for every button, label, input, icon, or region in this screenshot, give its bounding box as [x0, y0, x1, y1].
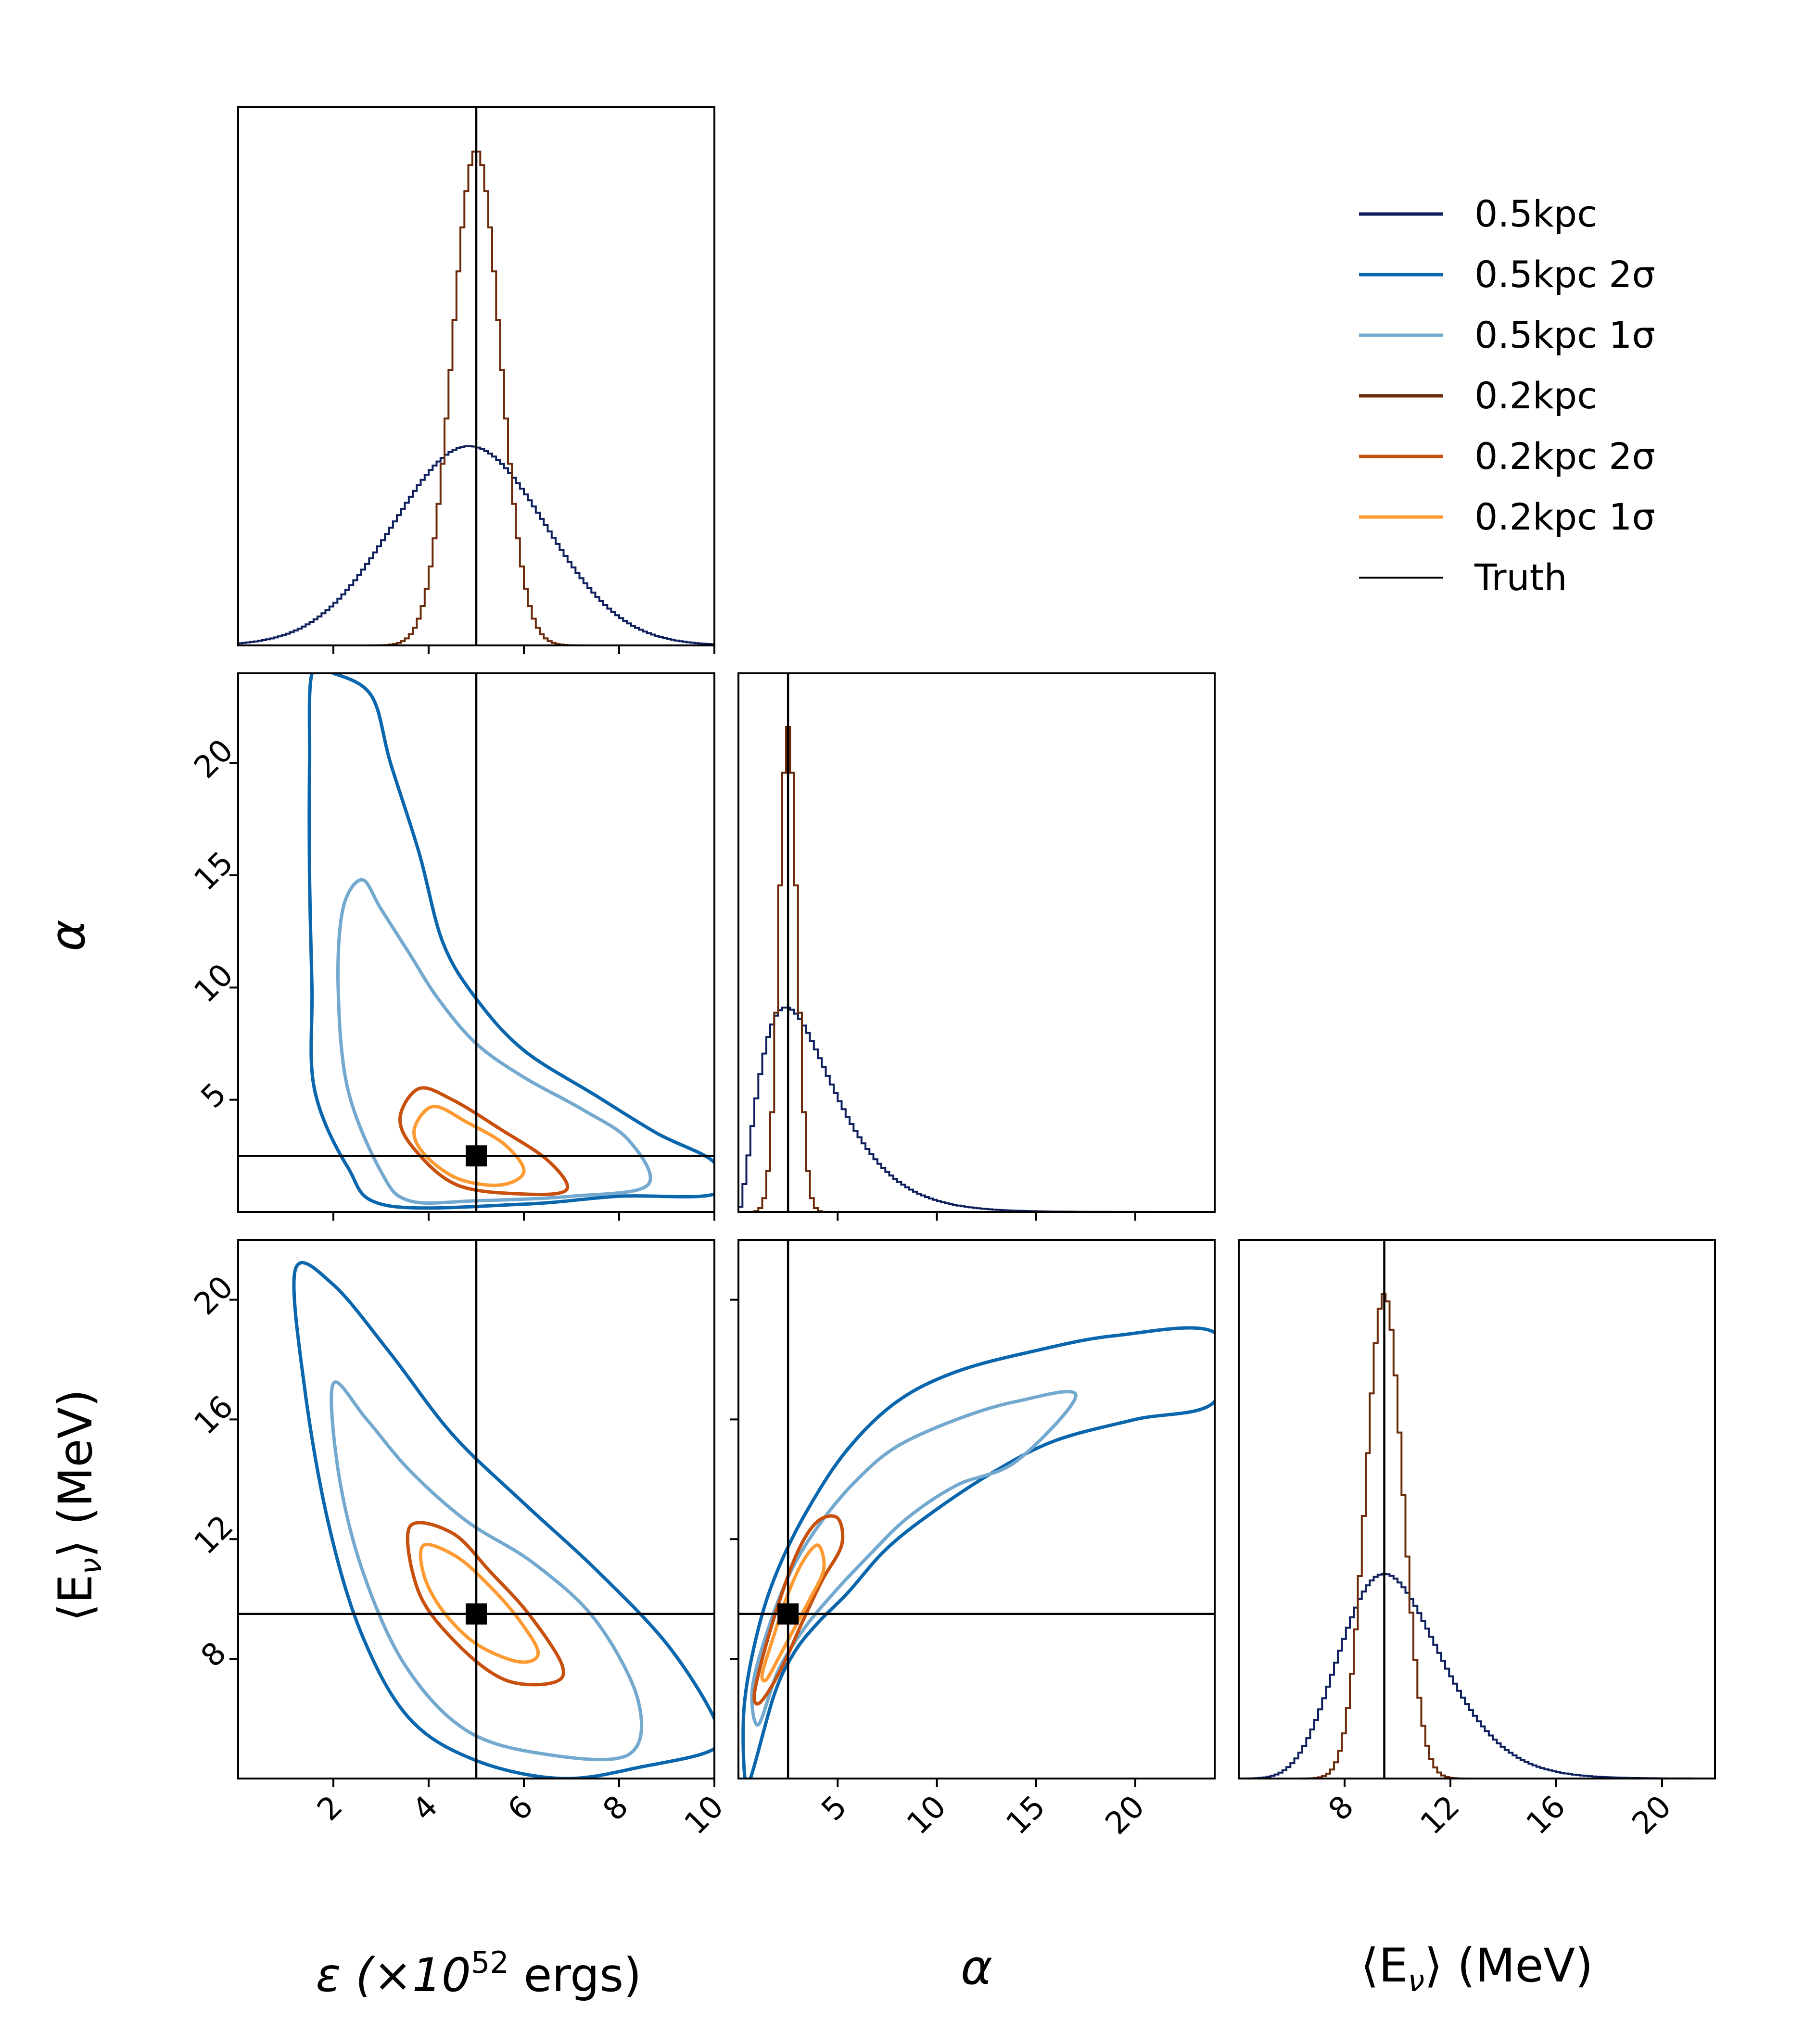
legend-label: 0.5kpc 2σ	[1474, 253, 1655, 296]
contour-alpha_energy-05kpc1	[750, 1390, 1078, 1727]
panel-hist-alpha	[737, 672, 1216, 1221]
contour-epsilon_energy-05kpc2	[292, 1261, 714, 1779]
legend-label: 0.2kpc	[1474, 374, 1597, 417]
legend-label: 0.5kpc 1σ	[1474, 314, 1655, 356]
contour-epsilon_alpha-02kpc2	[398, 1086, 570, 1197]
y-tick-label-alpha: 10	[188, 957, 241, 1010]
contour-epsilon_alpha-05kpc1	[336, 878, 652, 1205]
panel-epsilon_alpha-frame	[237, 672, 715, 1213]
panel-hist-energy-frame	[1238, 1239, 1716, 1779]
y-tick-label-energy: 12	[188, 1509, 241, 1562]
x-tick-label-energy: 20	[1626, 1789, 1678, 1842]
x-label-epsilon-main: ε (×10	[316, 1948, 470, 2002]
panel-alpha_energy-frame	[737, 1239, 1216, 1779]
x-label-energy-sub: ν	[1408, 1963, 1425, 1998]
panel-epsilon_energy: 2 4 6 8 10 8 12 16 20	[188, 1239, 731, 1842]
hist-area-alpha	[738, 673, 1215, 1212]
contour-epsilon_alpha-02kpc1	[412, 1105, 526, 1187]
hist-energy-05kpc	[1239, 1573, 1715, 1779]
y-label-energy-main: ⟨E	[49, 1574, 102, 1621]
contour-alpha_energy-05kpc2	[741, 1326, 1215, 1779]
legend-item: 0.2kpc	[1359, 374, 1597, 417]
truth-marker	[777, 1603, 799, 1625]
x-tick-label-alpha: 15	[1000, 1789, 1053, 1842]
x-label-epsilon-sup: 52	[471, 1945, 509, 1980]
truth-marker	[466, 1603, 487, 1625]
x-tick-label-alpha: 10	[900, 1789, 953, 1842]
x-label-alpha: α	[961, 1939, 992, 1995]
y-label-energy-tail: ⟩ (MeV)	[49, 1389, 102, 1557]
contour-alpha_energy-02kpc2	[752, 1514, 845, 1706]
y-tick-label-alpha: 15	[188, 845, 241, 898]
x-tick-label-alpha: 20	[1099, 1789, 1152, 1842]
hist-area-energy	[1239, 1240, 1715, 1779]
panel-hist-alpha-frame	[737, 672, 1216, 1213]
legend-item: 0.5kpc	[1359, 192, 1597, 235]
legend-item: 0.2kpc 1σ	[1359, 495, 1655, 538]
truth-marker	[466, 1145, 487, 1167]
x-tick-label-alpha: 5	[815, 1789, 854, 1828]
y-label-energy: ⟨Eν⟩ (MeV)	[49, 1389, 108, 1621]
y-tick-label-alpha: 5	[194, 1076, 233, 1115]
contour-epsilon_alpha-05kpc2	[307, 673, 714, 1210]
y-tick-label-energy: 8	[194, 1635, 233, 1674]
y-label-energy-sub: ν	[73, 1558, 108, 1575]
contour-area-epsilon_energy	[238, 1240, 714, 1779]
panel-hist-epsilon	[237, 106, 715, 654]
x-tick-label-epsilon: 2	[311, 1789, 350, 1828]
y-tick-label-energy: 20	[188, 1269, 241, 1322]
hist-alpha-02kpc	[738, 726, 1215, 1212]
legend-label: 0.5kpc	[1474, 192, 1597, 235]
x-tick-label-epsilon: 10	[678, 1789, 731, 1842]
legend-item: 0.5kpc 1σ	[1359, 314, 1655, 356]
contour-area-epsilon_alpha	[238, 673, 714, 1212]
x-tick-label-epsilon: 6	[501, 1789, 540, 1828]
x-label-energy-main: ⟨E	[1360, 1939, 1408, 1993]
y-tick-label-alpha: 20	[188, 732, 241, 785]
hist-energy-02kpc	[1239, 1293, 1715, 1779]
legend: 0.5kpc 0.5kpc 2σ 0.5kpc 1σ 0.2kpc 0.2kpc 2σ 0…	[1359, 192, 1655, 599]
y-tick-label-energy: 16	[188, 1389, 241, 1442]
legend-item: Truth	[1359, 556, 1567, 599]
x-label-epsilon-tail: ergs)	[509, 1948, 642, 2002]
legend-label: Truth	[1474, 556, 1567, 599]
legend-item: 0.2kpc 2σ	[1359, 435, 1655, 478]
x-label-epsilon: ε (×1052 ergs)	[316, 1945, 641, 2002]
x-tick-label-energy: 12	[1414, 1789, 1467, 1842]
hist-area-epsilon	[238, 107, 714, 645]
contour-area-alpha_energy	[738, 1240, 1215, 1779]
x-label-energy-tail: ⟩ (MeV)	[1424, 1939, 1593, 1993]
panel-epsilon_alpha: 5 10 15 20	[188, 672, 715, 1221]
legend-label: 0.2kpc 1σ	[1474, 495, 1655, 538]
x-tick-label-energy: 8	[1322, 1789, 1361, 1828]
contour-epsilon_energy-05kpc1	[330, 1380, 644, 1762]
x-tick-label-epsilon: 8	[597, 1789, 635, 1828]
panel-epsilon_energy-frame	[237, 1239, 715, 1779]
x-tick-label-energy: 16	[1520, 1789, 1573, 1842]
panel-hist-epsilon-frame	[237, 106, 715, 646]
x-label-energy: ⟨Eν⟩ (MeV)	[1360, 1939, 1593, 1998]
x-tick-label-epsilon: 4	[406, 1789, 445, 1828]
legend-label: 0.2kpc 2σ	[1474, 435, 1655, 478]
y-label-alpha: α	[39, 920, 96, 951]
panel-alpha_energy: 5 10 15 20	[730, 1239, 1216, 1842]
legend-item: 0.5kpc 2σ	[1359, 253, 1655, 296]
contour-epsilon_energy-02kpc2	[406, 1521, 565, 1687]
panel-hist-energy: 8 12 16 20	[1238, 1239, 1716, 1842]
